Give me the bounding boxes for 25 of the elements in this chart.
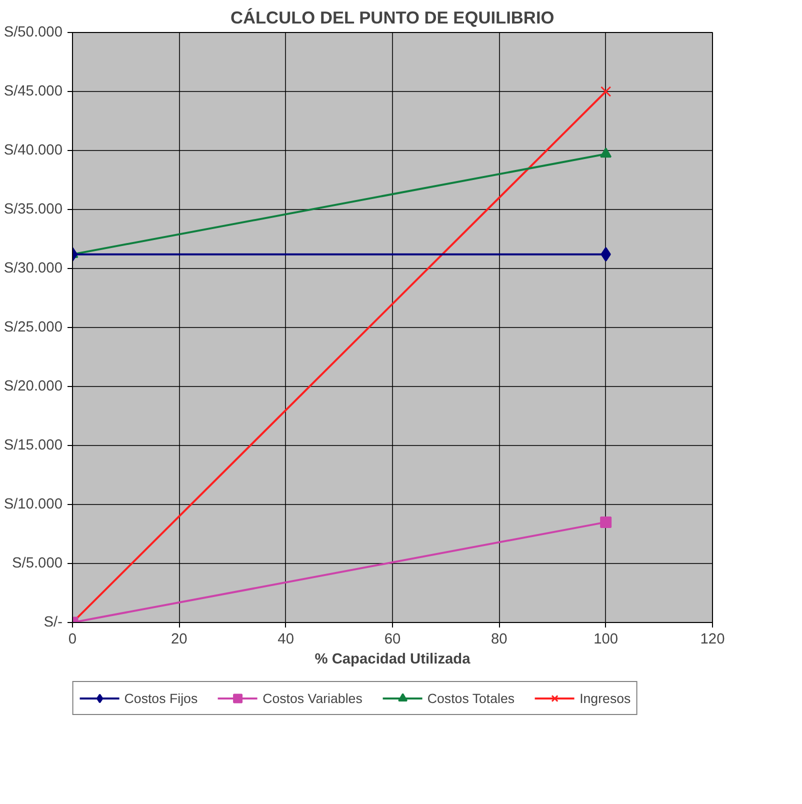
legend-label: Costos Totales bbox=[427, 690, 515, 706]
x-tick-label: 100 bbox=[594, 632, 618, 648]
y-tick-label: S/- bbox=[44, 614, 63, 630]
y-tick-label: S/10.000 bbox=[4, 496, 63, 512]
y-tick-label: S/25.000 bbox=[4, 320, 63, 336]
y-tick-label: S/30.000 bbox=[4, 260, 63, 276]
x-tick-label: 20 bbox=[171, 632, 188, 648]
y-tick-label: S/45.000 bbox=[4, 84, 63, 100]
y-tick-label: S/50.000 bbox=[4, 24, 63, 40]
x-axis-title: % Capacidad Utilizada bbox=[314, 652, 472, 668]
legend-label: Ingresos bbox=[580, 690, 631, 706]
x-tick-label: 120 bbox=[700, 632, 725, 648]
y-tick-label: S/5.000 bbox=[12, 556, 63, 572]
x-tick-label: 60 bbox=[384, 632, 401, 648]
legend-label: Costos Fijos bbox=[124, 690, 198, 706]
x-tick-label: 80 bbox=[491, 632, 508, 648]
y-tick-label: S/40.000 bbox=[4, 142, 63, 158]
point bbox=[600, 86, 612, 97]
y-tick-label: S/35.000 bbox=[4, 202, 63, 218]
x-tick-label: 0 bbox=[68, 632, 77, 648]
chart-title: CÁLCULO DEL PUNTO DE EQUILIBRIO bbox=[230, 8, 554, 28]
y-tick-label: S/15.000 bbox=[4, 438, 63, 454]
x-tick-label: 40 bbox=[278, 632, 294, 648]
y-tick-label: S/20.000 bbox=[4, 378, 63, 394]
legend-label: Costos Variables bbox=[262, 690, 362, 706]
